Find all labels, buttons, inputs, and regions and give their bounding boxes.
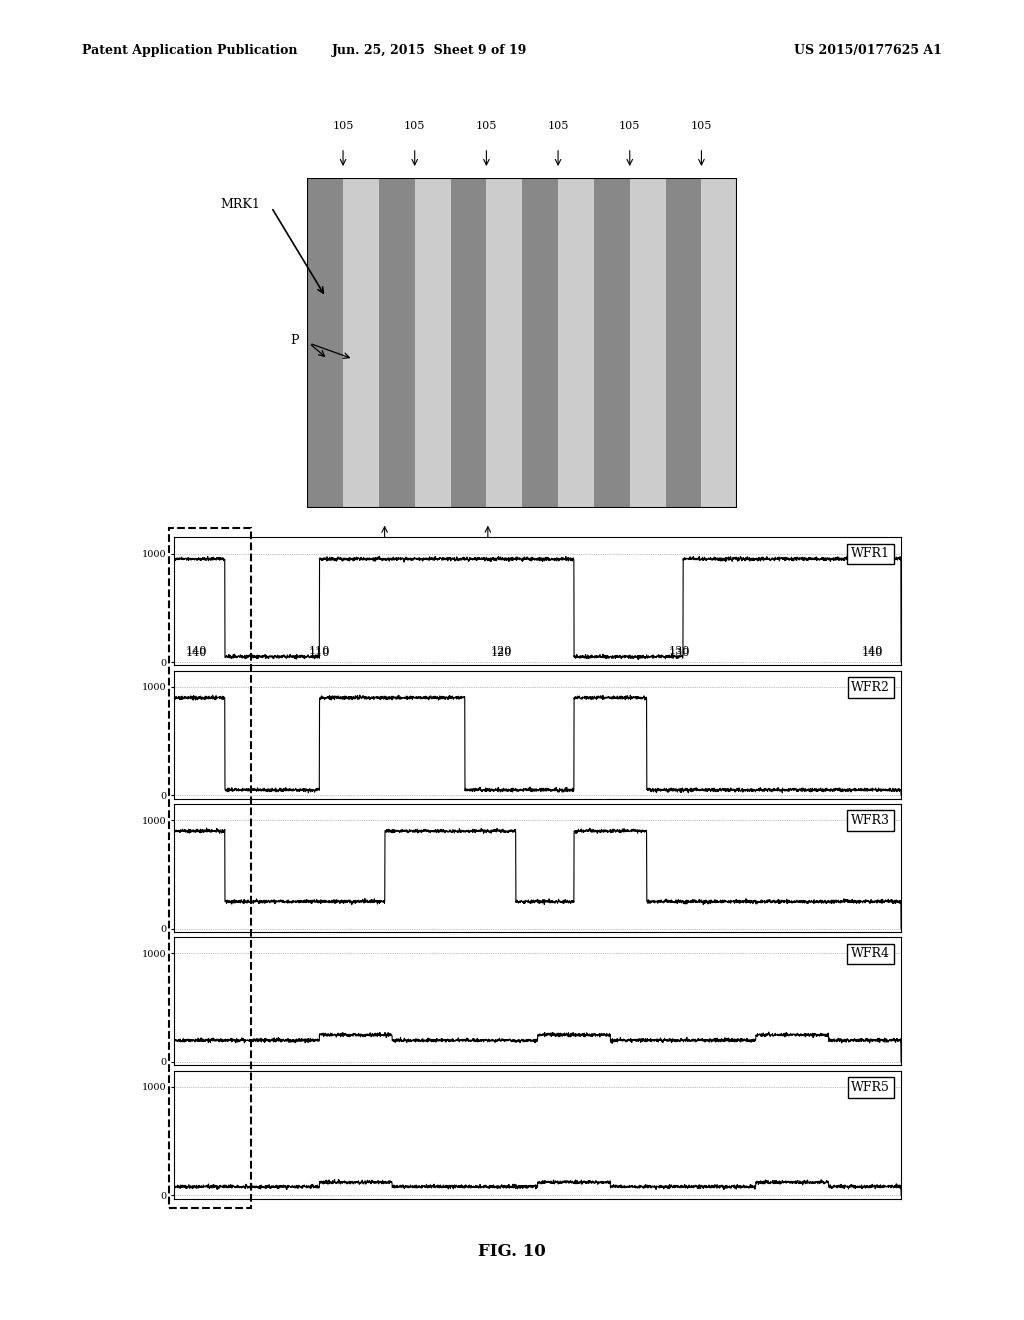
Text: 140: 140	[185, 645, 207, 656]
Bar	[630, 178, 666, 508]
Text: US 2015/0177625 A1: US 2015/0177625 A1	[795, 44, 942, 57]
Text: 105: 105	[333, 121, 353, 132]
Text: Jun. 25, 2015  Sheet 9 of 19: Jun. 25, 2015 Sheet 9 of 19	[333, 44, 527, 57]
Text: P: P	[290, 334, 298, 347]
Bar	[666, 178, 701, 508]
Text: WFR1: WFR1	[851, 548, 890, 561]
Text: 105: 105	[476, 121, 497, 132]
Bar	[522, 178, 558, 508]
Text: 120: 120	[490, 648, 512, 659]
Text: WFR2: WFR2	[851, 681, 890, 694]
Text: 130: 130	[669, 645, 690, 656]
Text: 110: 110	[309, 645, 330, 656]
Text: WFR5: WFR5	[851, 1081, 890, 1094]
Bar	[486, 178, 522, 508]
Bar	[451, 178, 486, 508]
Bar	[307, 178, 343, 508]
Text: WFR3: WFR3	[851, 814, 890, 828]
Bar	[558, 178, 594, 508]
Text: 105: 105	[548, 121, 568, 132]
Text: 120: 120	[490, 645, 512, 656]
Bar	[343, 178, 379, 508]
Bar	[415, 178, 451, 508]
Text: 105: 105	[691, 121, 712, 132]
Text: 102: 102	[477, 552, 499, 562]
Text: 110: 110	[309, 648, 330, 659]
Text: 105: 105	[620, 121, 640, 132]
Text: MRK1: MRK1	[220, 198, 260, 211]
Text: 105: 105	[404, 121, 425, 132]
Text: 140: 140	[185, 648, 207, 659]
Text: 130: 130	[669, 648, 690, 659]
Text: WFR4: WFR4	[851, 948, 890, 961]
Text: 140: 140	[861, 648, 883, 659]
Text: FIG. 10: FIG. 10	[478, 1243, 546, 1259]
Bar	[594, 178, 630, 508]
Bar	[701, 178, 737, 508]
Text: Patent Application Publication: Patent Application Publication	[82, 44, 297, 57]
Bar	[379, 178, 415, 508]
Text: 101: 101	[374, 552, 395, 562]
Text: 140: 140	[861, 645, 883, 656]
